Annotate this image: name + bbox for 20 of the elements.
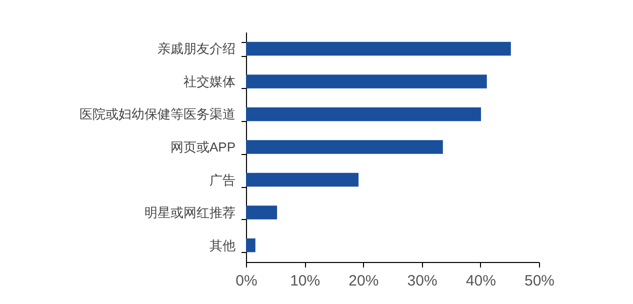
bar [246, 42, 511, 56]
y-tick-label: 广告 [210, 172, 236, 188]
x-tick-label: 10% [290, 272, 320, 290]
bar [246, 140, 443, 154]
x-tick-label: 20% [348, 272, 379, 290]
y-tick-label: 社交媒体 [184, 74, 236, 89]
x-tick-label: 0% [236, 272, 258, 290]
x-tick-label: 30% [407, 272, 438, 290]
bar [246, 238, 256, 252]
y-tick-label: 明星或网红推荐 [144, 205, 236, 220]
y-tick-label: 其他 [210, 238, 236, 253]
bar [246, 172, 359, 187]
x-tick-label: 40% [466, 272, 496, 290]
x-tick-label: 50% [524, 272, 555, 290]
y-tick-label: 网页或APP [170, 140, 236, 154]
bar [246, 206, 278, 220]
bar [246, 107, 481, 122]
bar [246, 74, 487, 88]
y-tick-label: 医院或妇幼保健等医务渠道 [80, 106, 236, 122]
y-tick-label: 亲戚朋友介绍 [158, 41, 236, 56]
